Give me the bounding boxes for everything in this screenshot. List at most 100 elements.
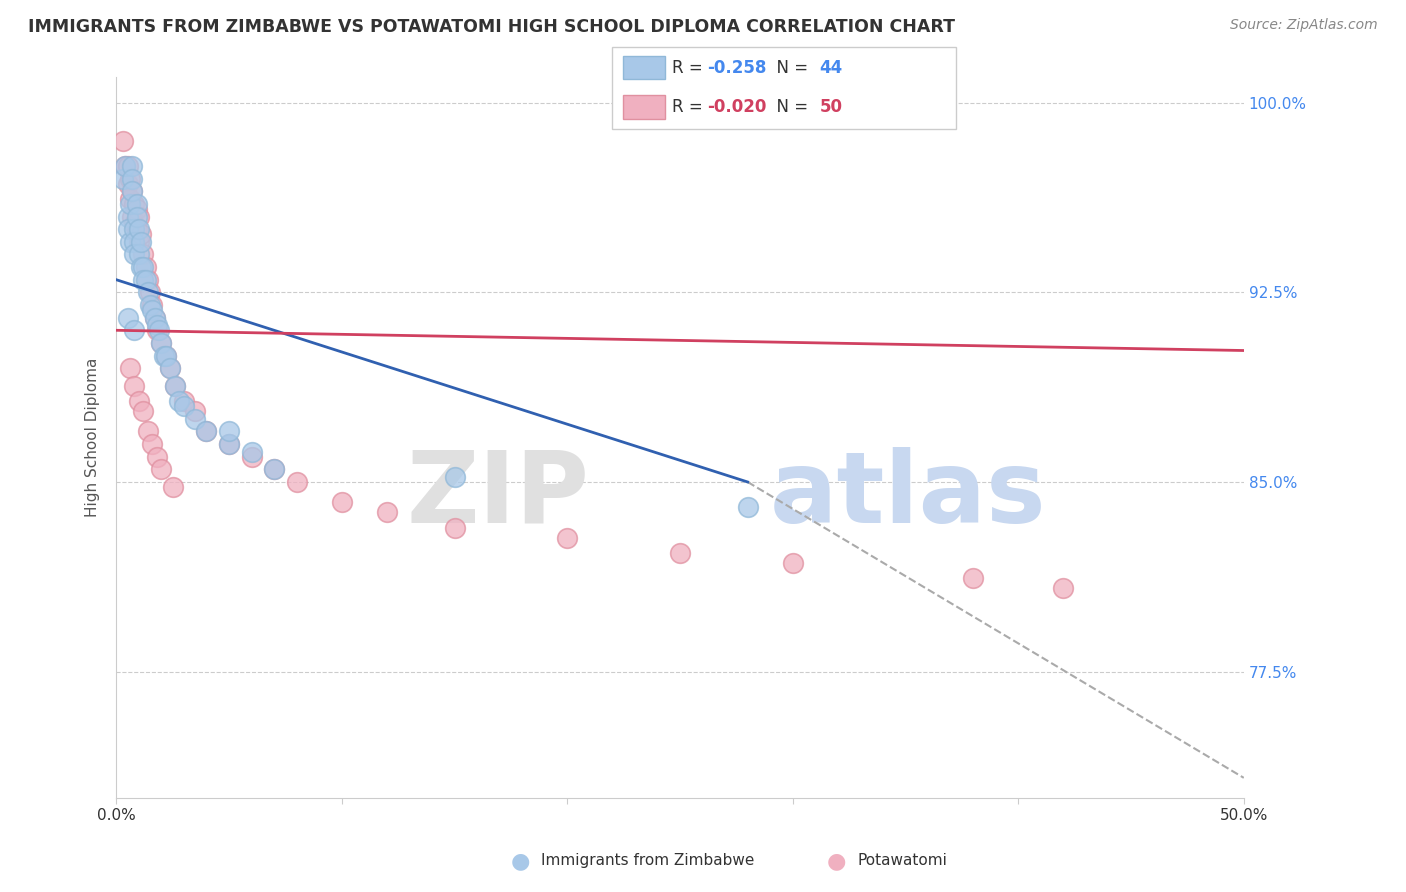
Point xyxy=(375,505,398,519)
Point xyxy=(129,235,152,249)
Point xyxy=(143,310,166,325)
Point xyxy=(141,303,163,318)
Point xyxy=(173,394,195,409)
Point xyxy=(143,310,166,325)
Point xyxy=(117,310,139,325)
Text: Potawatomi: Potawatomi xyxy=(858,854,948,868)
Point xyxy=(555,531,578,545)
Point xyxy=(263,462,285,476)
Point xyxy=(128,235,150,249)
Point xyxy=(141,437,163,451)
Point xyxy=(112,171,135,186)
Point xyxy=(124,235,146,249)
Text: 50: 50 xyxy=(820,98,842,116)
Point xyxy=(240,450,263,464)
Point xyxy=(163,379,186,393)
Text: R =: R = xyxy=(672,59,709,77)
Point xyxy=(121,184,143,198)
Point xyxy=(118,197,141,211)
Point xyxy=(155,349,177,363)
Point xyxy=(139,298,162,312)
Point xyxy=(782,556,804,570)
Point xyxy=(118,192,141,206)
Point xyxy=(128,210,150,224)
Point xyxy=(132,247,155,261)
Point xyxy=(125,202,148,216)
Point xyxy=(136,273,159,287)
Point xyxy=(128,222,150,236)
Point xyxy=(128,247,150,261)
Point xyxy=(285,475,308,489)
Point xyxy=(117,159,139,173)
Point xyxy=(148,323,170,337)
Y-axis label: High School Diploma: High School Diploma xyxy=(86,358,100,517)
Point xyxy=(132,260,155,274)
Point xyxy=(136,285,159,300)
Point xyxy=(114,159,136,173)
Point xyxy=(132,273,155,287)
Point xyxy=(1052,581,1074,595)
Point xyxy=(129,227,152,242)
Point xyxy=(114,159,136,173)
Point xyxy=(124,323,146,337)
Point xyxy=(124,247,146,261)
Point xyxy=(132,404,155,418)
Text: ZIP: ZIP xyxy=(406,447,591,544)
Point xyxy=(330,495,353,509)
Point xyxy=(112,134,135,148)
Point xyxy=(184,404,207,418)
Text: ●: ● xyxy=(827,851,846,871)
Text: ●: ● xyxy=(510,851,530,871)
Point xyxy=(117,177,139,191)
Point xyxy=(162,480,184,494)
Point xyxy=(146,318,169,333)
Point xyxy=(150,462,173,476)
Point xyxy=(150,335,173,350)
Text: -0.258: -0.258 xyxy=(707,59,766,77)
Point xyxy=(443,470,465,484)
Text: Source: ZipAtlas.com: Source: ZipAtlas.com xyxy=(1230,18,1378,32)
Point xyxy=(155,349,177,363)
Point xyxy=(124,222,146,236)
Point xyxy=(139,285,162,300)
Point xyxy=(121,171,143,186)
Point xyxy=(669,546,692,560)
Point xyxy=(152,349,174,363)
Point xyxy=(737,500,759,515)
Point xyxy=(240,444,263,458)
Point xyxy=(146,323,169,337)
Point xyxy=(173,399,195,413)
Point xyxy=(159,361,181,376)
Point xyxy=(135,273,157,287)
Text: atlas: atlas xyxy=(770,447,1047,544)
Point xyxy=(263,462,285,476)
Point xyxy=(218,425,240,439)
Point xyxy=(962,571,984,585)
Point xyxy=(159,361,181,376)
Point xyxy=(117,222,139,236)
Point xyxy=(118,361,141,376)
Point xyxy=(136,425,159,439)
Point xyxy=(218,437,240,451)
Point xyxy=(150,335,173,350)
Point xyxy=(146,450,169,464)
Point xyxy=(121,159,143,173)
Point xyxy=(135,260,157,274)
Point xyxy=(125,222,148,236)
Point xyxy=(169,394,191,409)
Point xyxy=(163,379,186,393)
Point xyxy=(117,210,139,224)
Point xyxy=(195,425,218,439)
Point xyxy=(124,379,146,393)
Text: IMMIGRANTS FROM ZIMBABWE VS POTAWATOMI HIGH SCHOOL DIPLOMA CORRELATION CHART: IMMIGRANTS FROM ZIMBABWE VS POTAWATOMI H… xyxy=(28,18,955,36)
Point xyxy=(118,171,141,186)
Point xyxy=(195,425,218,439)
Point xyxy=(121,184,143,198)
Point xyxy=(118,235,141,249)
Point xyxy=(129,260,152,274)
Point xyxy=(443,520,465,534)
Point xyxy=(121,210,143,224)
Point xyxy=(218,437,240,451)
Point xyxy=(124,197,146,211)
Point xyxy=(124,217,146,231)
